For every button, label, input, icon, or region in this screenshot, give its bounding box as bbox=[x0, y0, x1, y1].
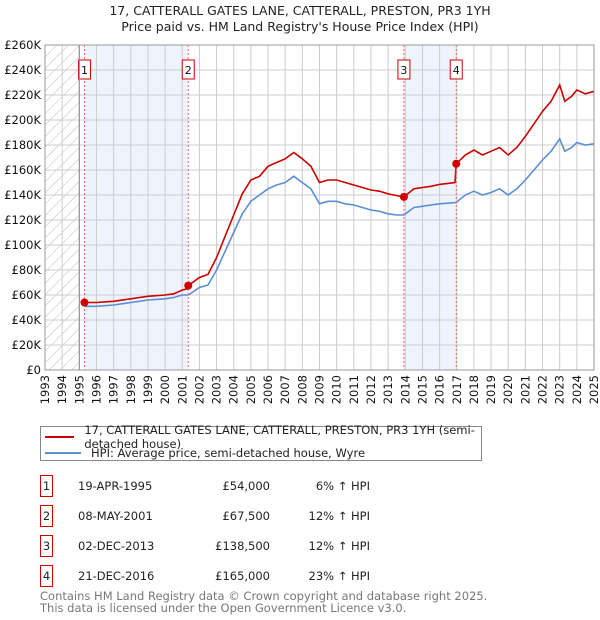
x-tick-label: 2005 bbox=[244, 375, 258, 404]
sale-point bbox=[184, 281, 193, 290]
transaction-row: 4 21-DEC-2016 £165,000 23% ↑ HPI bbox=[40, 565, 440, 587]
y-tick-label: £20K bbox=[12, 338, 42, 352]
transaction-date: 02-DEC-2013 bbox=[78, 539, 155, 553]
chart-legend: 17, CATTERALL GATES LANE, CATTERALL, PRE… bbox=[40, 423, 482, 461]
y-tick-label: £260K bbox=[4, 38, 41, 52]
x-tick-label: 2002 bbox=[192, 375, 206, 404]
x-tick-label: 2001 bbox=[175, 375, 189, 404]
x-tick-label: 2006 bbox=[261, 375, 275, 404]
x-tick-label: 2003 bbox=[210, 375, 224, 404]
transaction-price: £165,000 bbox=[215, 569, 270, 583]
transaction-date: 21-DEC-2016 bbox=[78, 569, 155, 583]
y-tick-label: £80K bbox=[12, 263, 42, 277]
y-tick-label: £180K bbox=[4, 138, 41, 152]
x-tick-label: 2010 bbox=[330, 375, 344, 404]
hpi-line bbox=[84, 137, 595, 308]
x-tick-label: 1996 bbox=[89, 375, 103, 404]
y-tick-label: £60K bbox=[12, 288, 42, 302]
transaction-row: 3 02-DEC-2013 £138,500 12% ↑ HPI bbox=[40, 535, 440, 557]
transaction-hpi-change: 23% ↑ HPI bbox=[308, 569, 370, 583]
sale-label-box bbox=[77, 59, 91, 80]
x-tick-label: 2012 bbox=[364, 375, 378, 404]
sale-label: 1 bbox=[81, 64, 88, 77]
y-tick-label: £40K bbox=[12, 313, 42, 327]
x-tick-label: 2023 bbox=[553, 375, 567, 404]
x-tick-label: 2004 bbox=[227, 375, 241, 404]
transaction-price: £138,500 bbox=[215, 539, 270, 553]
y-tick-label: £0 bbox=[26, 363, 41, 377]
x-tick-label: 2016 bbox=[433, 375, 447, 404]
sale-point bbox=[452, 159, 461, 168]
transaction-hpi-change: 12% ↑ HPI bbox=[308, 539, 370, 553]
sale-label-box bbox=[397, 59, 411, 80]
footer-copyright: Contains HM Land Registry data © Crown c… bbox=[40, 589, 488, 603]
sale-label: 4 bbox=[453, 64, 460, 77]
x-tick-label: 2013 bbox=[381, 375, 395, 404]
legend-label: HPI: Average price, semi-detached house,… bbox=[91, 446, 366, 460]
ownership-period-band bbox=[403, 45, 457, 370]
sale-point bbox=[399, 192, 408, 201]
y-tick-label: £100K bbox=[4, 238, 41, 252]
x-tick-label: 1995 bbox=[72, 375, 86, 404]
transaction-row: 2 08-MAY-2001 £67,500 12% ↑ HPI bbox=[40, 505, 440, 527]
x-tick-label: 2024 bbox=[570, 375, 584, 404]
sale-point bbox=[80, 298, 89, 307]
x-tick-label: 1993 bbox=[38, 375, 52, 404]
y-tick-label: £160K bbox=[4, 163, 41, 177]
x-tick-label: 2019 bbox=[484, 375, 498, 404]
transaction-date: 08-MAY-2001 bbox=[78, 509, 153, 523]
x-tick-label: 2014 bbox=[398, 375, 412, 404]
transaction-number-badge: 1 bbox=[40, 475, 53, 497]
x-tick-label: 2015 bbox=[415, 375, 429, 404]
sale-label: 3 bbox=[400, 64, 407, 77]
legend-swatch-blue bbox=[45, 452, 81, 454]
transaction-row: 1 19-APR-1995 £54,000 6% ↑ HPI bbox=[40, 475, 440, 497]
y-tick-label: £120K bbox=[4, 213, 41, 227]
y-tick-label: £240K bbox=[4, 63, 41, 77]
transaction-number-badge: 4 bbox=[40, 565, 53, 587]
sale-label-box bbox=[181, 59, 195, 80]
chart-subtitle: Price paid vs. HM Land Registry's House … bbox=[121, 19, 479, 34]
x-tick-label: 2017 bbox=[450, 375, 464, 404]
plot-frame bbox=[44, 44, 595, 371]
footer-licence: This data is licensed under the Open Gov… bbox=[40, 601, 407, 615]
x-tick-label: 2007 bbox=[278, 375, 292, 404]
x-tick-label: 2009 bbox=[313, 375, 327, 404]
transaction-price: £54,000 bbox=[222, 479, 270, 493]
x-tick-label: 2018 bbox=[467, 375, 481, 404]
x-tick-label: 2020 bbox=[501, 375, 515, 404]
ownership-period-band bbox=[84, 45, 189, 370]
transaction-date: 19-APR-1995 bbox=[78, 479, 153, 493]
x-tick-label: 2021 bbox=[518, 375, 532, 404]
legend-item-property: 17, CATTERALL GATES LANE, CATTERALL, PRE… bbox=[45, 423, 481, 451]
transaction-hpi-change: 12% ↑ HPI bbox=[308, 509, 370, 523]
x-tick-label: 2025 bbox=[587, 375, 600, 404]
y-tick-label: £220K bbox=[4, 88, 41, 102]
legend-label: 17, CATTERALL GATES LANE, CATTERALL, PRE… bbox=[84, 423, 475, 451]
x-tick-label: 1997 bbox=[107, 375, 121, 404]
x-tick-label: 1994 bbox=[55, 375, 69, 404]
transaction-price: £67,500 bbox=[222, 509, 270, 523]
sale-label: 2 bbox=[185, 64, 192, 77]
chart-title: 17, CATTERALL GATES LANE, CATTERALL, PRE… bbox=[109, 3, 491, 18]
x-tick-label: 2022 bbox=[536, 375, 550, 404]
legend-swatch-red bbox=[45, 436, 75, 438]
y-tick-label: £140K bbox=[4, 188, 41, 202]
x-tick-label: 2011 bbox=[347, 375, 361, 404]
price-chart: 1 2 3 4 1993 1994 1995 1996 1997 1998 1999 2000 2001… bbox=[4, 38, 600, 404]
x-tick-label: 2000 bbox=[158, 375, 172, 404]
sale-label-box bbox=[449, 59, 463, 80]
transaction-hpi-change: 6% ↑ HPI bbox=[315, 479, 370, 493]
x-tick-label: 1999 bbox=[141, 375, 155, 404]
transaction-number-badge: 3 bbox=[40, 535, 53, 557]
x-tick-label: 2008 bbox=[295, 375, 309, 404]
legend-item-hpi: HPI: Average price, semi-detached house,… bbox=[45, 445, 365, 461]
x-tick-label: 1998 bbox=[124, 375, 138, 404]
transaction-number-badge: 2 bbox=[40, 505, 53, 527]
y-tick-label: £200K bbox=[4, 113, 41, 127]
